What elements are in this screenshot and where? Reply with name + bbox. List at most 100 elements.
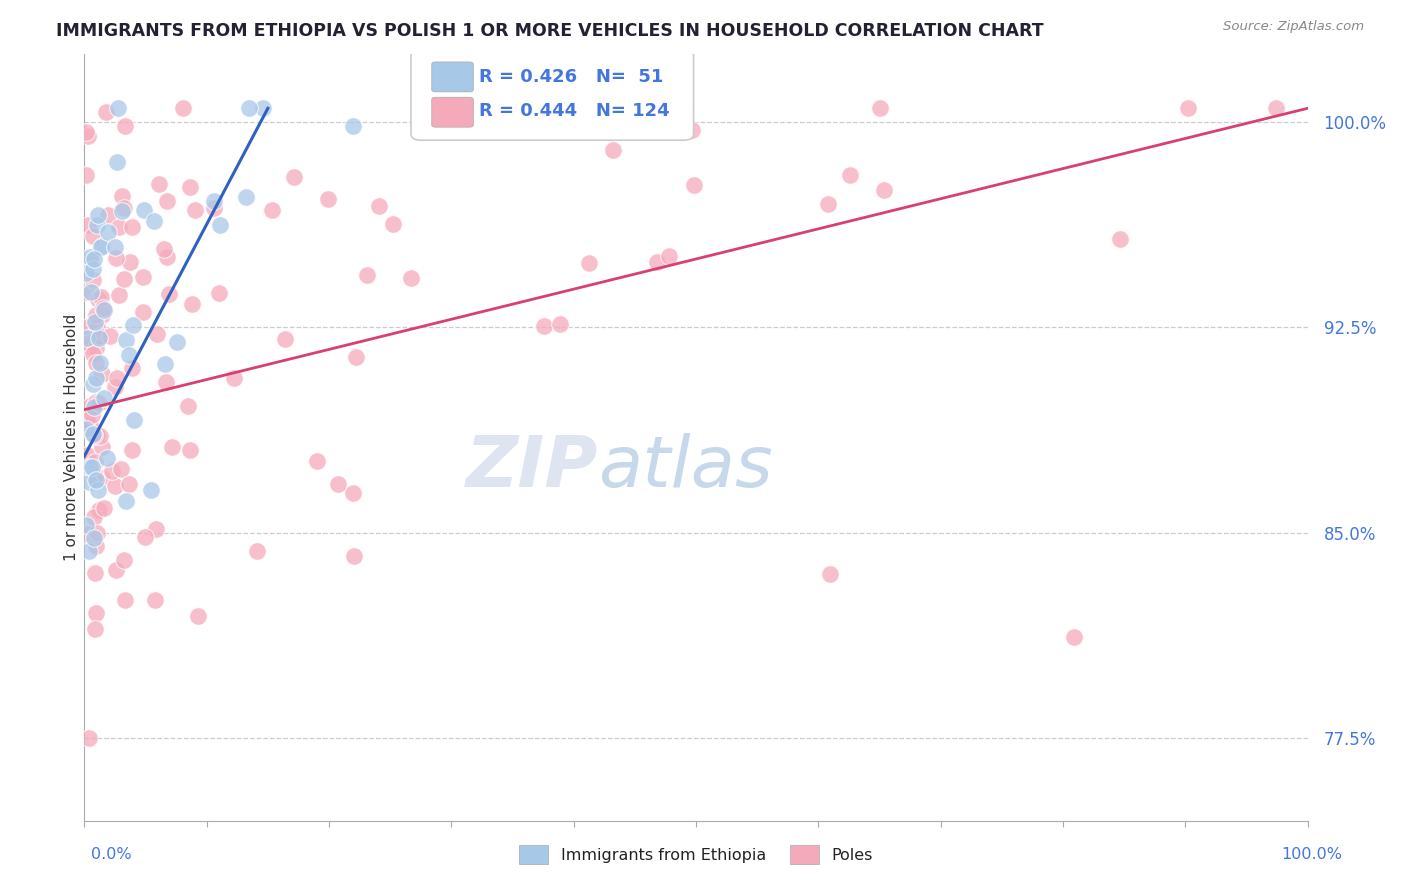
Point — [344, 351, 367, 365]
Point — [602, 144, 624, 158]
Point — [235, 190, 257, 204]
Point — [82, 409, 104, 423]
Point — [184, 202, 207, 217]
Point — [87, 483, 110, 497]
Text: 0.0%: 0.0% — [91, 847, 132, 862]
Point — [246, 543, 269, 558]
Point — [658, 249, 681, 263]
Point — [1109, 231, 1132, 245]
Point — [104, 239, 127, 253]
Point — [79, 417, 101, 432]
Point — [84, 315, 107, 329]
Point — [112, 553, 135, 567]
Point — [84, 341, 107, 355]
Point — [115, 494, 138, 508]
Point — [84, 622, 107, 636]
Point — [75, 125, 97, 139]
Point — [91, 239, 114, 253]
Point — [89, 331, 111, 345]
Point — [82, 377, 104, 392]
Point — [111, 188, 134, 202]
Point — [252, 101, 274, 115]
Point — [202, 194, 225, 209]
Point — [86, 539, 108, 553]
Point — [91, 308, 114, 322]
Point — [79, 250, 101, 264]
Point — [83, 401, 105, 415]
Point — [82, 459, 104, 474]
Point — [121, 220, 143, 235]
Point — [86, 428, 108, 442]
Point — [817, 197, 839, 211]
Point — [79, 339, 101, 353]
Point — [166, 334, 188, 349]
Point — [90, 240, 112, 254]
Point — [578, 256, 600, 270]
Point — [399, 271, 422, 285]
Point — [179, 180, 201, 194]
Point — [114, 593, 136, 607]
Point — [76, 413, 98, 427]
Point — [76, 527, 98, 541]
Point — [84, 455, 107, 469]
Point — [274, 332, 297, 346]
Point — [89, 355, 111, 369]
Text: IMMIGRANTS FROM ETHIOPIA VS POLISH 1 OR MORE VEHICLES IN HOUSEHOLD CORRELATION C: IMMIGRANTS FROM ETHIOPIA VS POLISH 1 OR … — [56, 22, 1043, 40]
Point — [91, 301, 114, 315]
Point — [105, 154, 128, 169]
Text: ZIP: ZIP — [465, 434, 598, 502]
FancyBboxPatch shape — [411, 47, 693, 140]
Point — [143, 593, 166, 607]
Point — [132, 270, 155, 285]
Point — [873, 183, 896, 197]
Point — [76, 331, 98, 345]
Point — [342, 120, 364, 134]
Point — [86, 308, 108, 322]
Point — [222, 371, 245, 385]
Point — [83, 531, 105, 545]
Point — [416, 117, 439, 131]
Point — [112, 272, 135, 286]
Point — [104, 563, 127, 577]
Point — [262, 202, 284, 217]
Point — [90, 290, 112, 304]
Point — [93, 500, 115, 515]
Point — [134, 531, 156, 545]
Point — [93, 303, 115, 318]
Point — [84, 606, 107, 620]
Point — [818, 567, 841, 582]
Point — [93, 391, 115, 405]
Point — [305, 454, 328, 468]
Point — [107, 101, 129, 115]
Point — [82, 262, 104, 277]
Point — [153, 358, 176, 372]
Point — [76, 128, 98, 143]
Point — [90, 471, 112, 485]
Point — [86, 319, 108, 334]
Point — [202, 201, 225, 215]
Point — [77, 475, 100, 490]
Point — [548, 318, 571, 332]
Point — [75, 422, 97, 436]
Point — [121, 361, 143, 376]
Y-axis label: 1 or more Vehicles in Household: 1 or more Vehicles in Household — [63, 313, 79, 561]
Point — [342, 486, 364, 500]
Point — [101, 464, 124, 478]
Point — [90, 367, 112, 381]
Point — [90, 440, 112, 454]
Point — [77, 731, 100, 746]
Text: atlas: atlas — [598, 434, 773, 502]
Point — [145, 522, 167, 536]
Point — [381, 217, 404, 231]
Point — [157, 287, 180, 301]
Point — [148, 178, 170, 192]
Point — [80, 285, 103, 299]
Point — [683, 178, 706, 193]
Point — [209, 218, 232, 232]
Point — [86, 525, 108, 540]
Legend: Immigrants from Ethiopia, Poles: Immigrants from Ethiopia, Poles — [513, 839, 879, 871]
Point — [368, 199, 391, 213]
Point — [152, 242, 174, 256]
Point — [82, 273, 104, 287]
Point — [82, 228, 104, 243]
